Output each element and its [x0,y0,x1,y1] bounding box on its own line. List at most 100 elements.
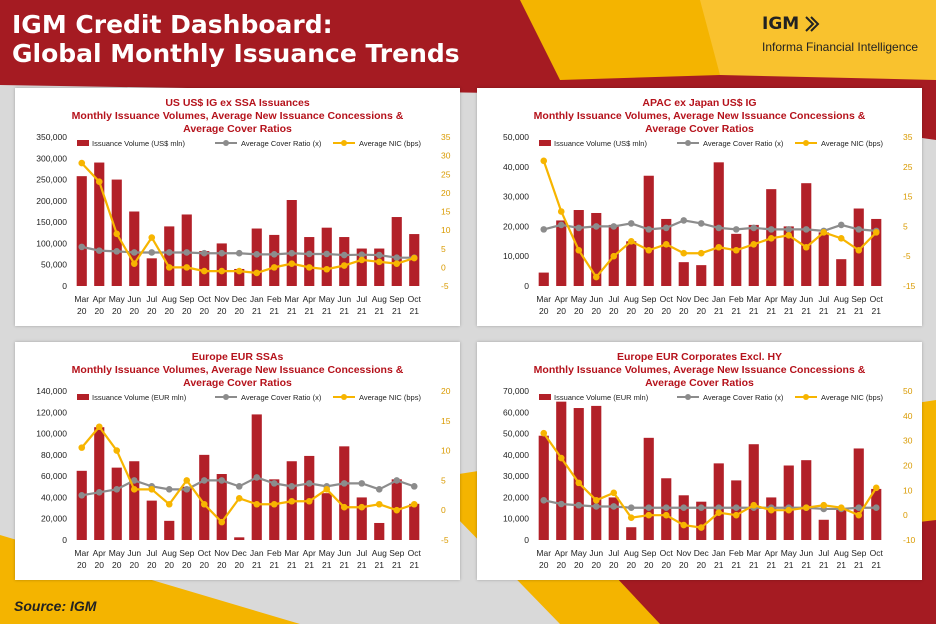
cover-ratio-point [680,504,688,512]
x-axis-year-label: 21 [767,560,777,570]
legend-label-nic: Average NIC (bps) [359,393,421,402]
cover-ratio-point [340,251,348,259]
cover-ratio-point [200,477,208,484]
cover-ratio-point [148,249,156,256]
bar-volume [111,467,122,540]
y2-axis-tick-label: -15 [903,281,916,291]
x-axis-month-label: Jan [712,548,726,558]
nic-line [542,160,878,279]
y-axis-tick-label: 120,000 [36,407,67,417]
nic-point [323,265,331,273]
x-axis-month-label: May [571,294,588,304]
cover-ratio-point [610,503,618,510]
cover-ratio-point [235,249,243,257]
cover-ratio-point [557,500,565,508]
x-axis-year-label: 20 [130,560,140,570]
cover-ratio-point [715,224,723,232]
y2-axis-tick-label: 30 [903,436,913,446]
x-axis-month-label: Jun [589,548,603,558]
chart-title: Europe EUR SSAs Monthly Issuance Volumes,… [15,351,460,390]
nic-point [802,243,810,251]
bar-volume [234,268,245,286]
y2-axis-tick-label: 15 [441,416,451,426]
x-axis-month-label: Jun [799,548,813,558]
y2-axis-tick-label: 10 [903,485,913,495]
bar-volume [391,217,402,286]
x-axis-month-label: Sep [641,294,656,304]
bar-volume [871,488,882,540]
bar-volume [234,537,245,540]
bar-volume [626,241,637,286]
y-axis-tick-label: 50,000 [503,429,529,439]
bar-volume [269,234,280,286]
x-axis-year-label: 21 [410,306,420,316]
y2-axis-tick-label: -5 [903,251,911,261]
x-axis-month-label: Jul [818,548,829,558]
cover-ratio-point [767,226,775,233]
legend-label-cover: Average Cover Ratio (x) [703,139,784,148]
x-axis-year-label: 20 [574,306,584,316]
x-axis-month-label: Mar [284,548,299,558]
x-axis-month-label: Apr [303,548,316,558]
x-axis-year-label: 20 [165,560,175,570]
x-axis-month-label: Sep [179,548,194,558]
cover-ratio-point [95,247,103,254]
chart-svg: 0 10,000 20,000 30,000 40,000 50,000 -15 -5 5 15 2… [503,132,916,316]
x-axis-month-label: Sep [851,548,866,558]
bar-volume [801,183,812,286]
nic-point [95,423,103,431]
legend-label-nic: Average NIC (bps) [359,139,421,148]
cover-ratio-point [113,486,121,493]
nic-point [785,232,793,239]
x-axis-year-label: 20 [574,560,584,570]
y2-axis-tick-label: -5 [441,281,449,291]
x-axis-year-label: 21 [714,306,724,316]
legend-marker-cover [223,394,229,400]
x-axis-month-label: Mar [74,548,89,558]
bar-volume [556,220,567,286]
x-axis-year-label: 20 [130,306,140,316]
x-axis-year-label: 20 [627,560,637,570]
nic-point [715,243,723,251]
cover-ratio-point [375,486,383,493]
nic-point [715,509,723,516]
x-axis-month-label: Jul [356,548,367,558]
x-axis-month-label: Dec [694,294,710,304]
y2-axis-tick-label: 10 [441,446,451,456]
chart-svg: 0 10,000 20,000 30,000 40,000 50,000 60,000 70,… [503,386,916,570]
nic-point [750,501,758,509]
nic-point [130,486,138,493]
nic-point [78,159,86,167]
y-axis-tick-label: 0 [62,535,67,545]
nic-point [305,497,313,505]
cover-ratio-point [165,486,173,493]
cover-ratio-point [200,249,208,257]
legend-swatch-volume [77,394,89,400]
nic-point [820,501,828,509]
x-axis-month-label: Jan [250,294,264,304]
cover-ratio-point [270,251,278,258]
legend-label-volume: Issuance Volume (EUR mln) [92,393,187,402]
y2-axis-tick-label: -10 [903,535,916,545]
bar-volume [608,497,619,540]
source-note: Source: IGM [14,598,97,614]
bar-volume [339,237,350,286]
bar-volume [748,444,759,540]
nic-point [557,454,565,462]
x-axis-year-label: 21 [872,560,882,570]
bar-volume [643,437,654,540]
cover-ratio-point [113,248,121,255]
x-axis-year-label: 20 [235,306,245,316]
bar-volume [538,435,549,540]
nic-point [218,267,226,275]
legend-label-volume: Issuance Volume (US$ mln) [92,139,185,148]
y-axis-tick-label: 60,000 [503,407,529,417]
x-axis-month-label: Nov [676,548,692,558]
x-axis-month-label: Jul [608,294,619,304]
bar-volume [374,248,385,286]
x-axis-year-label: 20 [662,560,672,570]
cover-ratio-point [358,251,366,259]
page-title: IGM Credit Dashboard: Global Monthly Iss… [12,10,460,68]
legend-label-cover: Average Cover Ratio (x) [703,393,784,402]
chart-title-line: Monthly Issuance Volumes, Average New Is… [71,364,404,376]
